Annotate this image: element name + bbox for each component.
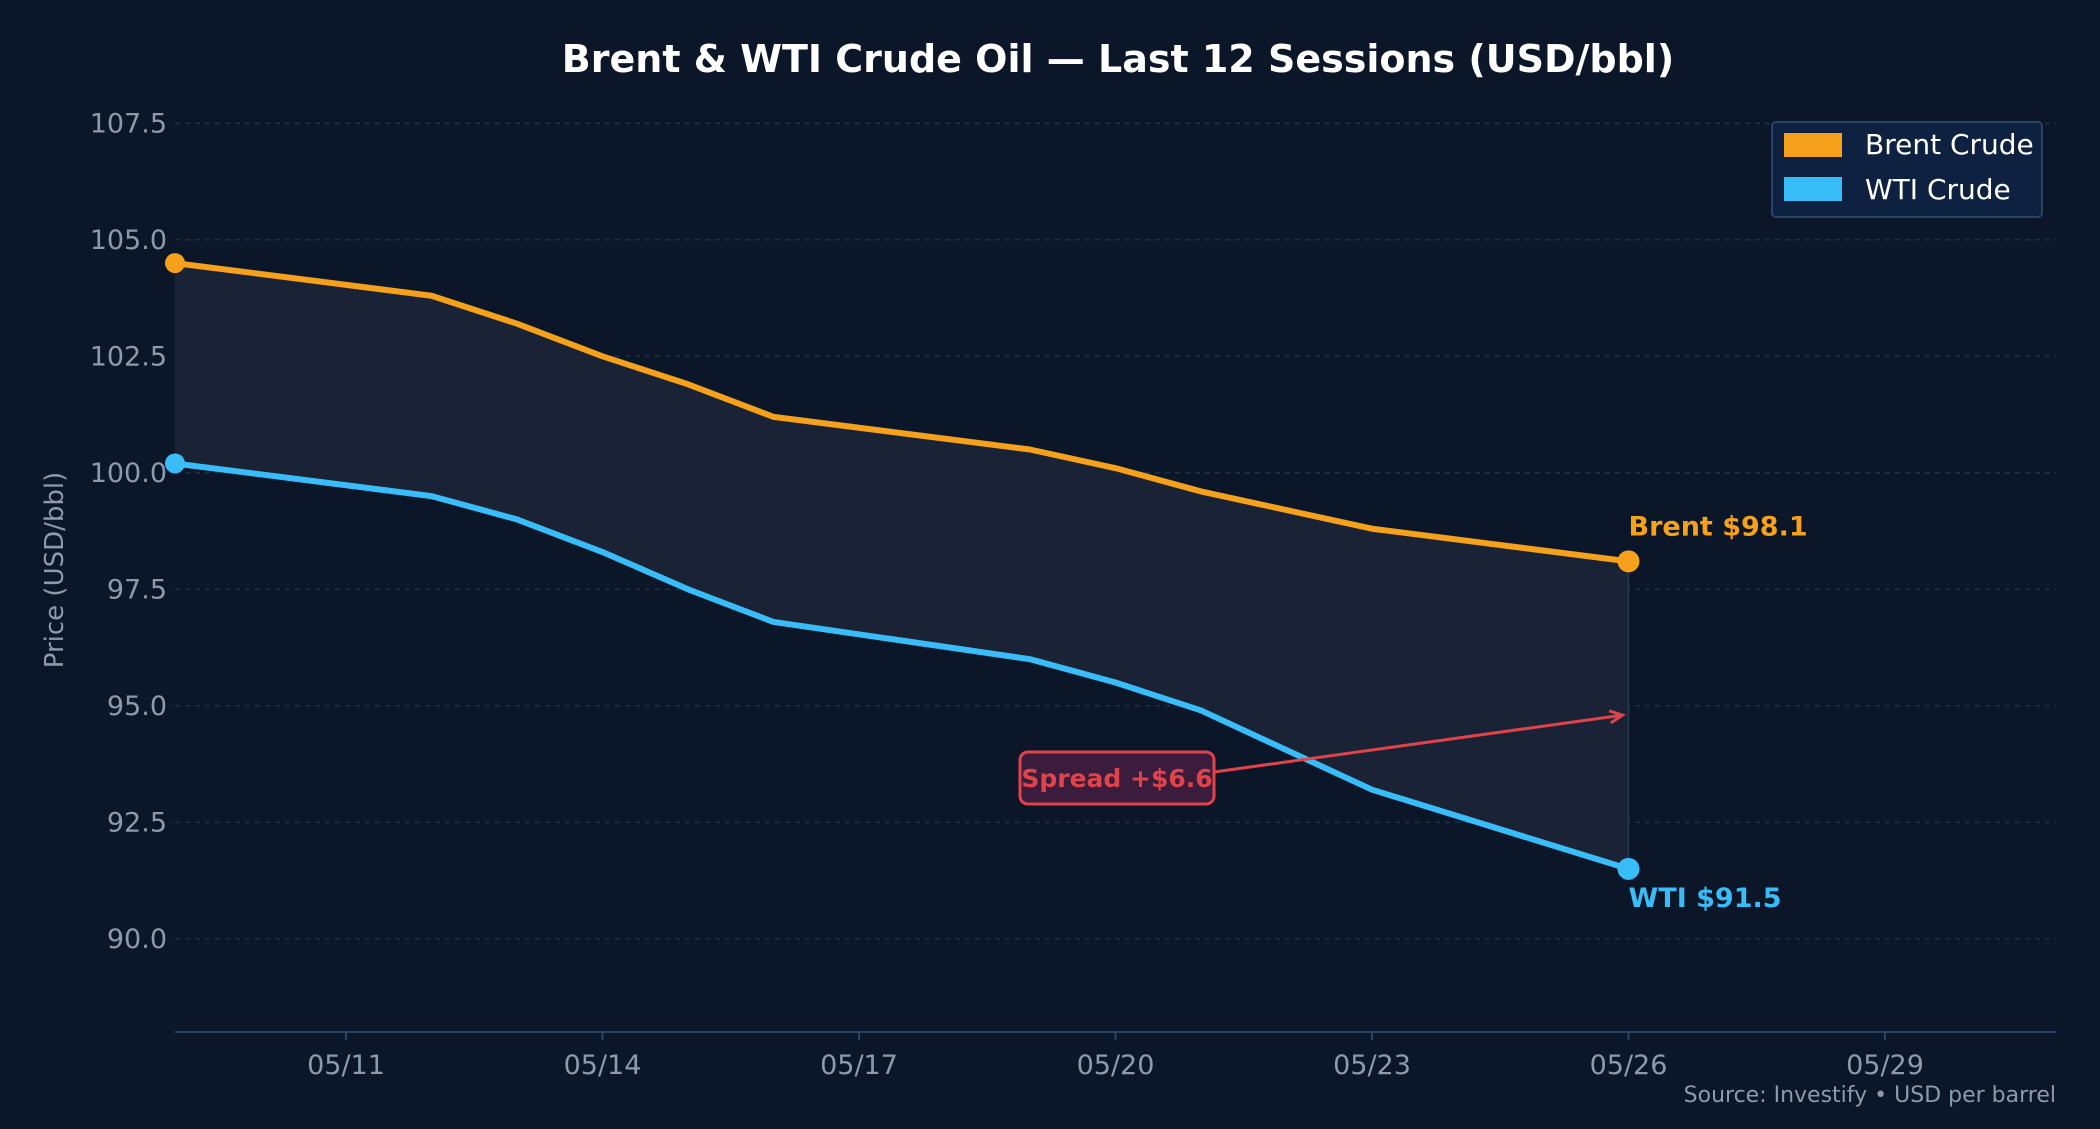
x-tick-label: 05/26 <box>1590 1050 1668 1081</box>
y-tick-label: 100.0 <box>90 458 167 489</box>
series-start-point-wti <box>165 453 185 474</box>
x-tick-label: 05/23 <box>1333 1050 1411 1081</box>
x-tick-label: 05/14 <box>564 1050 642 1081</box>
series-end-point-wti <box>1617 857 1640 880</box>
y-tick-label: 102.5 <box>90 341 167 372</box>
spread-annotation-label: Spread +$6.6 <box>1021 764 1212 793</box>
spread-annotation-box <box>1018 750 1216 806</box>
annotations: Brent $98.1 WTI $91.5 Spread +$6.6 <box>1018 511 1808 914</box>
series-line-brent <box>172 260 1632 565</box>
y-tick-label: 92.5 <box>107 807 167 838</box>
series-end-point-brent <box>1617 550 1640 573</box>
y-tick-label: 95.0 <box>107 691 167 722</box>
spread-arrow-head <box>1608 709 1626 725</box>
legend: Brent Crude WTI Crude <box>1771 121 2043 218</box>
y-tick-label: 90.0 <box>107 924 167 955</box>
x-tick-label: 05/29 <box>1846 1050 1924 1081</box>
legend-swatch-brent <box>1784 133 1842 157</box>
x-tick-label: 05/20 <box>1077 1050 1155 1081</box>
series-start-point-brent <box>165 253 185 274</box>
series-line-wti <box>172 460 1632 872</box>
series-lines <box>165 253 1640 880</box>
y-tick-label: 107.5 <box>90 108 167 139</box>
x-tick-label: 05/11 <box>307 1050 385 1081</box>
source-note: Source: Investify • USD per barrel <box>1684 1083 2056 1108</box>
legend-swatch-wti <box>1784 177 1842 201</box>
x-tick-label: 05/17 <box>820 1050 898 1081</box>
legend-label-wti: WTI Crude <box>1865 173 2011 206</box>
end-label-wti: WTI $91.5 <box>1629 883 1782 914</box>
axes: 90.0 92.5 95.0 97.5 100.0 102.5 105.0 107.5 05/1… <box>90 108 2056 1081</box>
y-tick-label: 97.5 <box>107 574 167 605</box>
end-label-brent: Brent $98.1 <box>1629 511 1808 542</box>
chart-title: Brent & WTI Crude Oil — Last 12 Sessions… <box>562 37 1674 81</box>
spread-area <box>175 263 1630 869</box>
y-axis-label: Price (USD/bbl) <box>40 472 70 669</box>
y-tick-label: 105.0 <box>90 225 167 256</box>
spread-arrow-line <box>1213 713 1623 774</box>
spread-fill <box>175 263 1629 869</box>
legend-label-brent: Brent Crude <box>1865 128 2034 161</box>
